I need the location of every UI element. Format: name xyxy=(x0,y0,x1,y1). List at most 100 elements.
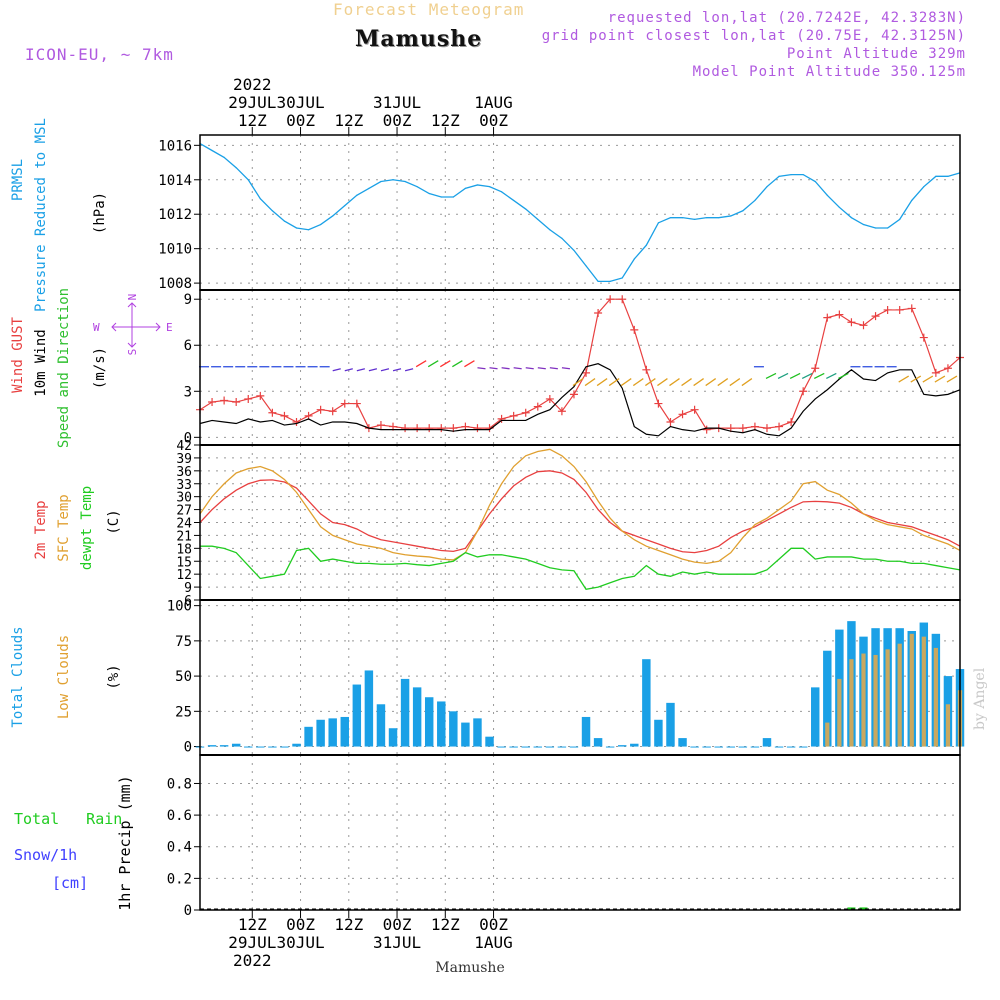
pressure-line xyxy=(199,143,961,283)
pressure-point xyxy=(850,217,853,219)
pressure-point xyxy=(404,180,406,183)
ylabel-pressure-msl: Pressure Reduced to MSL xyxy=(33,118,49,312)
pressure-point xyxy=(874,227,877,229)
bottom-time-label-5: 00Z xyxy=(479,915,508,934)
low-cloud-bar xyxy=(885,649,890,747)
point-altitude: Point Altitude 329m xyxy=(786,46,966,62)
gust-line xyxy=(199,298,961,431)
wind-direction-arrow xyxy=(669,378,680,387)
total-cloud-bar xyxy=(316,719,325,747)
gust-marker xyxy=(208,398,217,407)
dewpoint-line xyxy=(200,545,961,590)
wind-direction-arrow xyxy=(946,375,958,383)
wind-direction-arrow xyxy=(838,372,849,380)
ytick-label-clouds-2: 50 xyxy=(175,669,192,685)
total-cloud-bar xyxy=(630,743,639,747)
total-cloud-bar xyxy=(485,736,494,747)
pressure-point xyxy=(307,229,310,231)
wind-direction-arrow xyxy=(380,368,390,372)
gust-marker xyxy=(545,394,554,403)
wind-direction-arrow xyxy=(789,372,801,380)
wind-direction-arrow xyxy=(934,375,946,383)
pressure-point xyxy=(645,244,647,246)
compass-east: E xyxy=(166,321,173,334)
ylabel-total-clouds: Total Clouds xyxy=(10,626,26,727)
pressure-point xyxy=(826,194,828,196)
gust-marker xyxy=(678,410,687,419)
bottom-time-label-4: 12Z xyxy=(431,915,460,934)
total-cloud-bar xyxy=(702,746,711,748)
ylabel-cm: [cm] xyxy=(52,874,88,892)
pressure-point xyxy=(669,217,672,219)
pressure-point xyxy=(295,227,298,229)
total-cloud-bar xyxy=(798,746,808,748)
ytick-label-precip-0: 0 xyxy=(184,903,192,919)
total-cloud-bar xyxy=(437,701,446,747)
total-cloud-bar xyxy=(328,718,337,747)
wind-direction-arrow xyxy=(608,378,620,387)
ylabel-ms: (m/s) xyxy=(92,347,108,389)
ytick-label-precip-3: 0.6 xyxy=(167,808,192,824)
gust-marker xyxy=(702,425,711,434)
top-time-label-2: 12Z xyxy=(334,111,363,130)
low-cloud-bar xyxy=(909,633,914,747)
pressure-point xyxy=(380,180,382,183)
ylabel-wind-gust: Wind GUST xyxy=(10,317,26,393)
wind-direction-arrow xyxy=(501,367,510,370)
gust-marker xyxy=(943,364,952,373)
gust-marker xyxy=(582,368,591,377)
gust-marker xyxy=(690,405,699,414)
gust-marker xyxy=(871,312,880,321)
ytick-label-precip-4: 0.8 xyxy=(167,776,192,792)
total-cloud-bar xyxy=(726,746,736,748)
pressure-point xyxy=(899,218,901,220)
ytick-label-wind-0: 0 xyxy=(184,430,192,446)
compass-west: W xyxy=(93,321,100,334)
wind-direction-arrow xyxy=(596,378,608,387)
footer-location: Mamushe xyxy=(435,960,504,976)
pressure-point xyxy=(476,184,479,186)
top-day-label-0: 29JUL xyxy=(228,93,276,112)
pressure-point xyxy=(862,223,865,226)
top-time-label-1: 00Z xyxy=(286,111,315,130)
gust-marker xyxy=(497,414,506,423)
total-cloud-bar xyxy=(605,746,615,748)
sfc-temp-line xyxy=(199,448,961,565)
wind-direction-arrow xyxy=(513,367,522,370)
pressure-point xyxy=(537,218,539,220)
total-cloud-bar xyxy=(569,746,579,748)
total-cloud-bar xyxy=(292,743,301,747)
pressure-point xyxy=(452,196,454,198)
low-cloud-bar xyxy=(933,647,938,747)
ytick-label-pressure-4: 1016 xyxy=(158,138,192,154)
wind-direction-arrow xyxy=(657,378,668,387)
wind-direction-arrow xyxy=(427,360,439,368)
ytick-label-temperature-10: 36 xyxy=(176,465,192,480)
gust-marker xyxy=(654,399,663,408)
total-cloud-bar xyxy=(581,716,591,747)
pressure-point xyxy=(440,196,442,198)
wind-direction-arrow xyxy=(681,378,692,387)
total-cloud-bar xyxy=(521,746,530,748)
wind-direction-arrow xyxy=(632,378,644,387)
total-cloud-bar xyxy=(231,743,241,747)
top-day-label-1: 30JUL xyxy=(276,93,324,112)
watermark: by Angel xyxy=(972,667,988,730)
ylabel-speed-direction: Speed and Direction xyxy=(56,288,72,448)
gust-marker xyxy=(413,424,422,433)
pressure-point xyxy=(766,186,768,188)
pressure-point xyxy=(416,186,418,188)
ylabel-precip-mm: 1hr Precip (mm) xyxy=(116,775,134,910)
total-cloud-bar xyxy=(533,746,542,748)
ytick-label-temperature-12: 42 xyxy=(176,439,192,454)
gust-marker xyxy=(618,295,627,304)
total-cloud-bar xyxy=(823,650,832,747)
ytick-label-pressure-3: 1014 xyxy=(158,173,192,189)
bottom-day-label-0: 29JUL xyxy=(228,933,276,952)
ytick-label-temperature-5: 21 xyxy=(176,529,192,544)
pressure-point xyxy=(923,186,925,188)
top-time-label-0: 12Z xyxy=(238,111,267,130)
pressure-point xyxy=(657,222,660,224)
pressure-point xyxy=(814,180,816,183)
